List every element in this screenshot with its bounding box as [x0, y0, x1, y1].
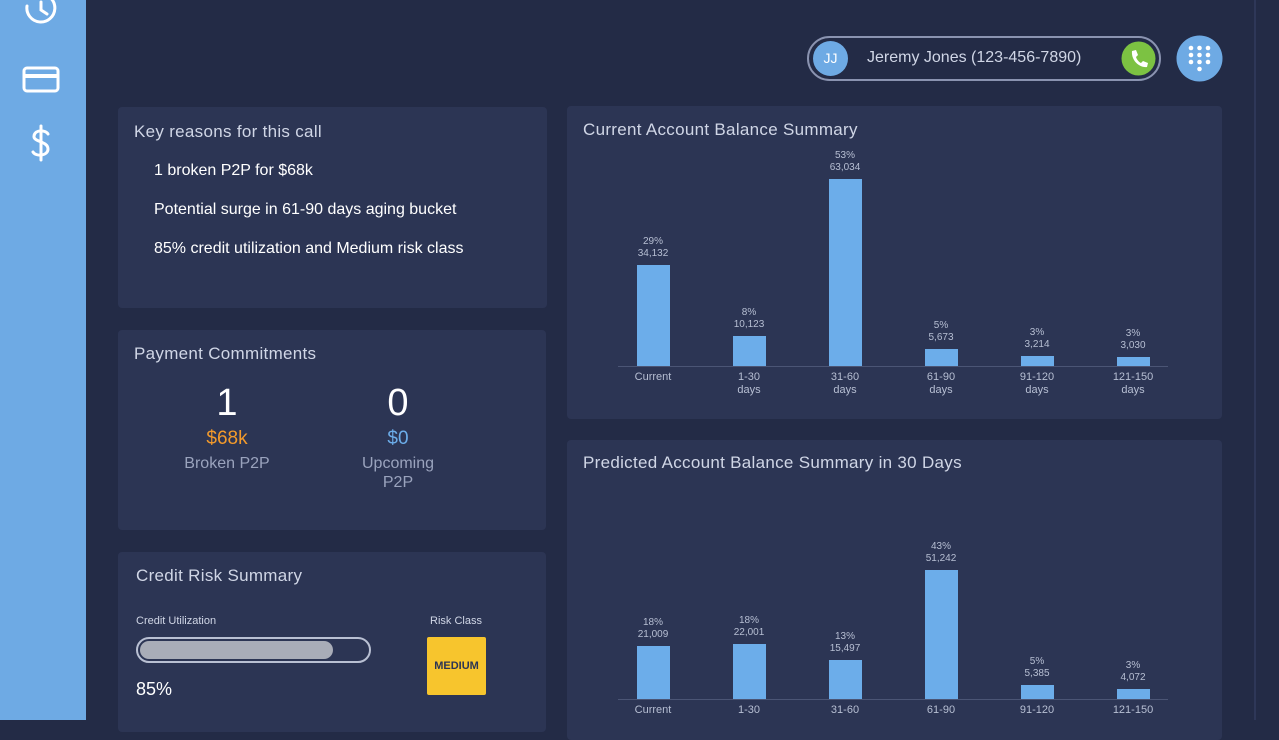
percent-label: 29%: [642, 235, 663, 247]
dollar-icon[interactable]: [31, 124, 50, 162]
x-tick-label: 121-150 days: [1112, 371, 1154, 396]
x-tick-label: 121-150: [1112, 704, 1154, 716]
card-title: Payment Commitments: [134, 344, 317, 363]
value-label: 5,673: [928, 332, 954, 344]
history-icon[interactable]: [25, 0, 57, 24]
bar: [637, 646, 670, 699]
x-tick-label: Current: [634, 704, 672, 716]
reason: Potential surge in 61-90 days aging buck…: [154, 201, 457, 218]
x-tick-label: 31-60 days: [830, 371, 860, 396]
broken-label: Broken P2P: [184, 455, 270, 472]
x-tick-label: 61-90 days: [926, 371, 956, 396]
x-tick-label: 1-30 days: [737, 371, 761, 396]
bar: [1021, 685, 1054, 699]
utilization-fill: [140, 641, 333, 659]
value-label: 34,132: [637, 247, 669, 259]
bar: [1117, 688, 1150, 699]
value-label: 4,072: [1120, 671, 1146, 683]
card-icon[interactable]: [22, 66, 60, 93]
card-title: Key reasons for this call: [134, 122, 322, 141]
value-label: 51,242: [925, 553, 957, 564]
dialpad-button[interactable]: [1176, 35, 1223, 82]
risk-class-title: Risk Class: [430, 615, 482, 627]
x-tick-label: 31-60: [830, 704, 860, 716]
utilization-value: 85%: [136, 679, 173, 699]
bar: [637, 264, 670, 366]
x-axis: [618, 366, 1168, 367]
value-label: 15,497: [829, 642, 861, 654]
utilization-title: Credit Utilization: [136, 615, 217, 627]
value-label: 10,123: [733, 318, 765, 330]
percent-label: 3%: [1029, 327, 1045, 339]
percent-label: 3%: [1125, 328, 1141, 339]
broken-count: 1: [216, 382, 238, 424]
percent-label: 18%: [738, 614, 759, 626]
chart-title: Current Account Balance Summary: [583, 120, 858, 139]
reason: 85% credit utilization and Medium risk c…: [154, 240, 464, 257]
x-axis: [618, 699, 1168, 700]
bar: [829, 179, 862, 366]
risk-class-badge: MEDIUM: [427, 637, 486, 695]
card-title: Credit Risk Summary: [136, 566, 303, 585]
call-button[interactable]: [1121, 41, 1156, 76]
divider: [1254, 0, 1256, 720]
chart-card: Predicted Account Balance Summary in 30 …: [567, 440, 1222, 740]
x-tick-label: 1-30: [737, 704, 761, 716]
contact-pill[interactable]: JJ Jeremy Jones (123-456-7890): [807, 36, 1161, 81]
upcoming-amount: $0: [387, 428, 409, 449]
sidebar-icons: [22, 0, 60, 162]
percent-label: 18%: [642, 617, 663, 629]
bar: [925, 349, 958, 366]
bar: [829, 659, 862, 699]
bar: [733, 335, 766, 366]
key-reasons-card: Key reasons for this call 1 broken P2P f…: [118, 107, 547, 308]
contact-name: Jeremy Jones (123-456-7890): [867, 49, 1082, 66]
sidebar: [0, 0, 86, 720]
bar: [733, 643, 766, 699]
value-label: 3,214: [1024, 339, 1050, 351]
x-tick-label: Current: [634, 371, 672, 383]
upcoming-count: 0: [387, 382, 409, 424]
chart-card: Current Account Balance Summary 29% 34,13…: [567, 106, 1222, 419]
percent-label: 5%: [933, 320, 949, 332]
broken-amount: $68k: [206, 428, 248, 449]
upcoming-label: Upcoming P2P: [361, 455, 435, 491]
percent-label: 3%: [1125, 659, 1141, 671]
value-label: 63,034: [829, 162, 861, 173]
percent-label: 8%: [741, 306, 757, 318]
percent-label: 13%: [834, 630, 855, 642]
value-label: 5,385: [1024, 668, 1050, 680]
credit-risk-card: Credit Risk Summary Credit Utilization 8…: [118, 552, 546, 732]
value-label: 3,030: [1120, 340, 1146, 351]
bar: [1021, 356, 1054, 366]
bar: [1117, 357, 1150, 366]
x-tick-label: 91-120 days: [1019, 371, 1055, 396]
avatar: JJ: [813, 41, 848, 76]
value-label: 22,001: [733, 626, 765, 638]
payment-commitments-card: Payment Commitments 1 $68k Broken P2P 0 …: [118, 330, 546, 530]
x-tick-label: 91-120: [1019, 704, 1055, 716]
percent-label: 53%: [834, 150, 855, 161]
value-label: 21,009: [637, 629, 669, 641]
chart-title: Predicted Account Balance Summary in 30 …: [583, 453, 962, 472]
percent-label: 43%: [930, 541, 951, 552]
utilization-track: [136, 637, 371, 663]
bar: [925, 570, 958, 699]
x-tick-label: 61-90: [926, 704, 956, 716]
percent-label: 5%: [1029, 656, 1045, 668]
reason: 1 broken P2P for $68k: [154, 162, 313, 179]
